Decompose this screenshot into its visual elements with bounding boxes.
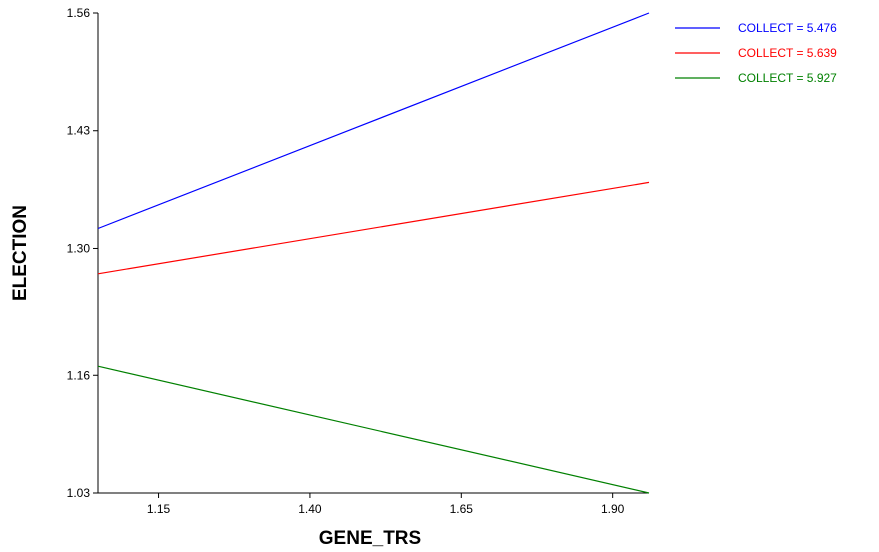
y-tick-label: 1.03 [67, 486, 91, 500]
y-tick-label: 1.30 [67, 241, 91, 255]
x-tick-label: 1.65 [450, 502, 474, 516]
x-axis-title: GENE_TRS [319, 528, 421, 549]
x-tick-label: 1.40 [298, 502, 322, 516]
series-line-2 [97, 181, 650, 275]
series-line-3 [97, 365, 650, 494]
y-axis-title: ELECTION [10, 205, 31, 301]
series-layer [97, 12, 650, 494]
x-tick-label: 1.90 [601, 502, 625, 516]
series-line-1 [97, 12, 650, 230]
y-tick-label: 1.56 [67, 6, 91, 20]
legend: COLLECT = 5.476 COLLECT = 5.639 COLLECT = … [675, 21, 837, 85]
legend-label-2: COLLECT = 5.639 [738, 46, 837, 60]
axes: 1.03 1.16 1.30 1.43 1.56 1.15 1.40 1.65 1.90 [67, 6, 649, 516]
y-tick-label: 1.16 [67, 368, 91, 382]
legend-label-1: COLLECT = 5.476 [738, 21, 837, 35]
y-tick-label: 1.43 [67, 124, 91, 138]
legend-label-3: COLLECT = 5.927 [738, 71, 837, 85]
x-tick-label: 1.15 [147, 502, 171, 516]
